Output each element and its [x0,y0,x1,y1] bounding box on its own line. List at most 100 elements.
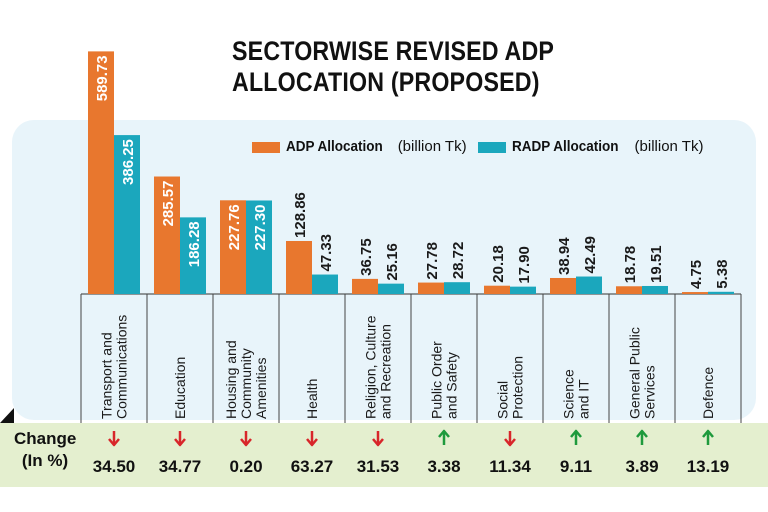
change-value: 11.34 [489,457,531,476]
bar-radp [114,135,140,294]
arrow-down-icon [174,431,186,447]
category-label-line: Health [304,379,320,419]
arrow-down-icon [240,431,252,447]
corner-marker [0,408,14,423]
category-label-line: Education [172,357,188,419]
category-label-line: Science [561,369,577,419]
chart-panel [12,120,756,420]
data-label-radp: 386.25 [120,139,137,185]
change-value: 3.89 [625,457,658,476]
data-label-adp: 227.76 [226,204,243,250]
category-label-line: Communications [114,315,130,419]
data-label-adp: 27.78 [424,242,441,280]
data-label-adp: 128.86 [292,192,309,238]
category-label-line: Transport and [99,332,115,419]
change-value: 3.38 [427,457,460,476]
category-label-line: Protection [510,356,526,419]
arrow-head [570,429,582,438]
legend-label-adp: ADP Allocation [286,138,383,155]
category-label-line: and Safety [444,352,460,419]
change-row-label: Change (In %) [14,428,76,472]
data-label-radp: 47.33 [318,234,335,272]
legend-swatch-adp [252,141,280,153]
change-value: 31.53 [357,457,400,476]
category-label-line: and Recreation [378,324,394,419]
arrow-head [108,438,120,447]
bar-radp [708,291,734,294]
arrow-down-icon [504,431,516,447]
category-label: Religion, Cultureand Recreation [363,315,394,419]
data-label-adp: 36.75 [358,238,375,276]
data-label-radp: 42.49 [582,236,599,274]
change-value: 0.20 [229,457,262,476]
bar-adp [286,240,312,294]
bar-radp [180,217,206,294]
bar-adp [88,51,114,295]
category-label-line: Services [642,365,658,419]
category-label: Scienceand IT [561,369,592,419]
arrow-down-icon [108,431,120,447]
arrow-up-icon [570,429,582,445]
data-label-adp: 4.75 [688,260,705,289]
arrow-head [174,438,186,447]
arrow-up-icon [702,429,714,445]
chart-title-line-1: SECTORWISE REVISED ADP [232,36,555,66]
category-label-line: Community [238,348,254,419]
legend-label-radp: RADP Allocation [512,138,619,155]
legend-swatch-radp [478,141,506,153]
category-label: Education [172,357,188,419]
data-label-adp: 589.73 [94,55,111,101]
arrow-head [702,429,714,438]
category-label: Transport andCommunications [99,315,130,419]
bar-radp [246,200,272,294]
legend-unit-radp: (billion Tk) [634,138,704,155]
category-label: General PublicServices [627,327,658,419]
category-label-line: General Public [627,327,643,419]
data-label-adp: 38.94 [556,237,573,275]
data-label-radp: 28.72 [450,242,467,280]
bar-adp [682,292,708,294]
change-label-line-1: Change [14,429,77,448]
bar-radp [444,282,470,294]
category-label-line: Housing and [223,340,239,419]
legend-unit-adp: (billion Tk) [397,138,467,155]
bar-radp [642,285,668,294]
data-label-radp: 5.38 [714,260,731,289]
change-value: 9.11 [560,457,592,476]
data-label-radp: 17.90 [516,246,533,284]
data-label-adp: 20.18 [490,245,507,283]
chart-title-line-2: ALLOCATION (PROPOSED) [232,67,540,97]
bar-radp [378,283,404,294]
data-label-radp: 186.28 [186,221,203,267]
change-value: 63.27 [291,457,334,476]
category-label: Public Orderand Safety [429,341,460,419]
bar-radp [510,286,536,294]
arrow-head [372,438,384,447]
bar-adp [352,278,378,294]
bar-adp [418,282,444,294]
category-label-line: Defence [700,367,716,419]
category-label-line: Amenities [253,358,269,419]
change-value: 34.50 [93,457,136,476]
arrow-down-icon [372,431,384,447]
arrow-head [504,438,516,447]
category-label: Health [304,379,320,419]
arrow-up-icon [438,429,450,445]
category-label-line: and IT [576,379,592,419]
bar-adp [616,286,642,294]
category-label-line: Social [495,381,511,419]
data-label-radp: 227.30 [252,204,269,250]
change-value: 13.19 [687,457,730,476]
category-label-line: Religion, Culture [363,315,379,419]
change-value: 34.77 [159,457,202,476]
bar-radp [312,274,338,294]
legend-item-radp: RADP Allocation (billion Tk) [478,138,703,160]
bar-adp [550,277,576,294]
category-label: Housing andCommunityAmenities [223,340,269,419]
category-label-line: Public Order [429,341,445,419]
data-label-radp: 25.16 [384,243,401,281]
category-label: SocialProtection [495,356,526,419]
arrow-head [438,429,450,438]
bar-adp [484,285,510,294]
